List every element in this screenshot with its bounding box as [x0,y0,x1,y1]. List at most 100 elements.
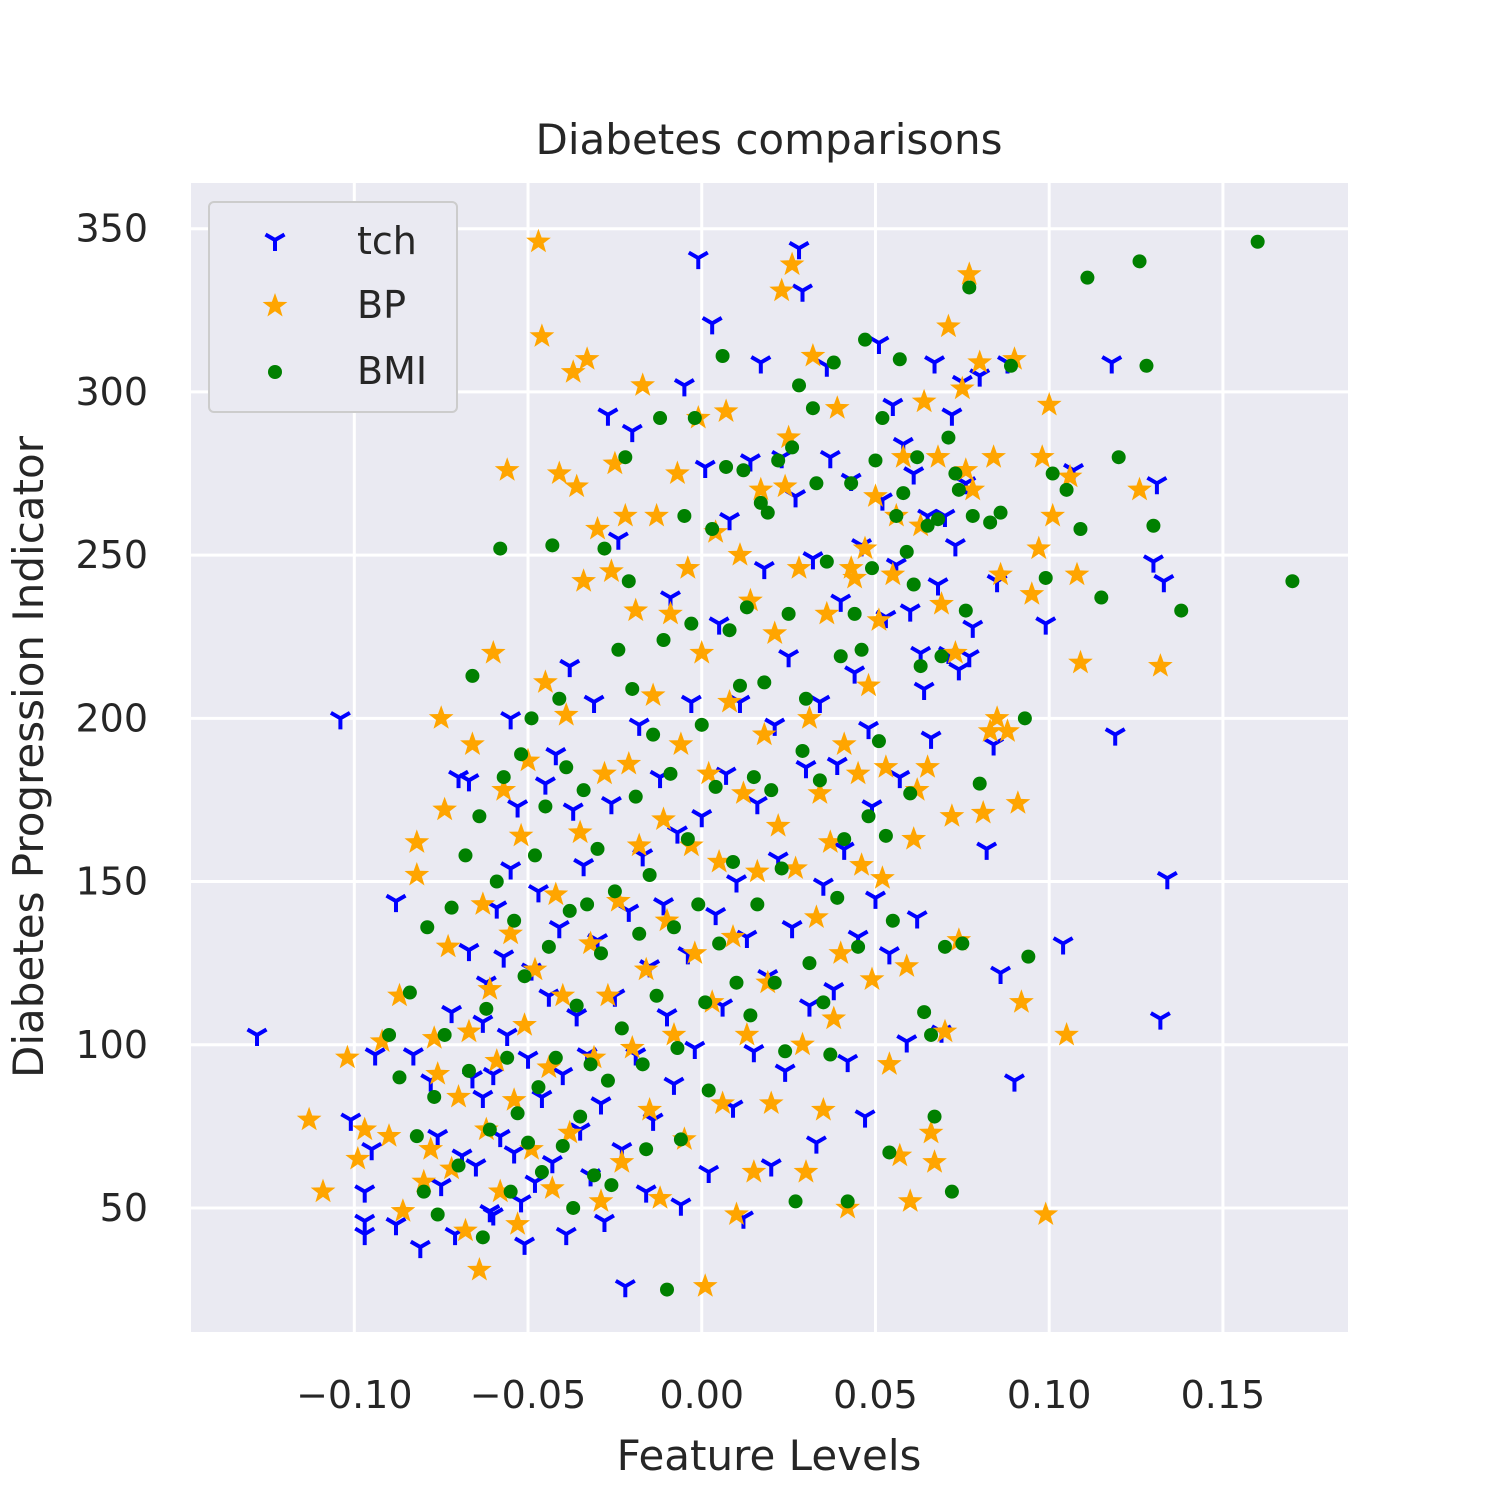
point-bmi [750,897,765,912]
point-bmi [722,623,737,638]
point-bp [981,444,1006,468]
point-tch [1052,936,1074,955]
x-tick-label: −0.10 [296,1373,412,1417]
point-bmi [715,349,730,364]
point-bp [953,457,979,481]
point-bp [1057,463,1083,488]
point-bmi [705,522,720,537]
point-tch [990,965,1012,984]
point-bp [1002,346,1027,370]
point-tch [593,1213,615,1233]
point-tch [503,1145,525,1164]
point-bp [599,558,624,582]
point-tch [472,1014,494,1033]
point-bp [821,1005,847,1030]
point-bmi [666,920,681,935]
point-bp [644,502,669,527]
point-bmi [739,600,754,615]
point-bmi [802,956,817,971]
point-tch [656,1008,678,1027]
point-bmi [562,903,577,918]
point-bmi [1080,270,1095,285]
point-bmi [851,939,866,954]
point-bmi [861,809,876,824]
point-bp [786,555,812,579]
point-bp [710,1090,735,1114]
point-tch [792,283,814,302]
point-bmi [871,734,886,749]
point-bp [894,953,920,977]
point-bmi [573,1109,588,1124]
point-bmi [653,411,668,426]
point-bp [1019,581,1045,605]
y-tick-label: 150 [75,860,148,904]
point-bp [522,956,548,981]
point-tch [698,1164,720,1184]
point-bmi [792,378,807,393]
point-bp [369,1028,395,1052]
point-tch [430,1177,452,1197]
point-tch [962,619,984,638]
point-bp [467,1257,492,1281]
point-bmi [566,1200,581,1215]
point-bmi [785,440,800,455]
point-tch [920,730,942,749]
point-tch [628,717,650,736]
point-bp [453,1217,478,1242]
point-bp [984,705,1010,729]
point-bmi [764,783,779,798]
point-tch [753,560,775,580]
point-bp [755,969,781,994]
point-bp [866,607,892,631]
point-bp [918,1119,944,1144]
point-tch [441,1004,463,1024]
point-bmi [663,766,678,781]
point-bp [647,1185,673,1209]
point-bp [887,1142,913,1167]
point-bmi [430,1207,445,1222]
point-bp [706,849,732,873]
point-bmi [965,508,980,523]
point-bp [758,1090,784,1114]
point-bp [512,1012,537,1036]
point-bp [612,502,638,527]
point-bmi [958,603,973,618]
point-tch [361,1141,383,1161]
point-bp [925,444,951,468]
point-bp [581,1044,607,1069]
point-bmi [917,1005,932,1020]
point-bmi [1285,574,1300,589]
point-bp [1009,989,1034,1013]
point-tch [507,799,529,818]
point-tch [597,407,619,426]
point-bmi [812,773,827,788]
point-bp [310,1178,336,1203]
point-bmi [934,649,949,664]
point-bmi [882,1145,897,1160]
point-bmi [798,691,813,706]
point-tch [614,1279,636,1298]
point-bmi [510,1106,525,1121]
point-bmi [402,985,417,1000]
legend-label-bmi: BMI [357,349,427,393]
point-bp [880,561,906,586]
point-bp [404,829,430,853]
point-bmi [673,1132,688,1147]
point-bp [296,1106,322,1131]
point-bp [828,940,854,964]
point-bmi [507,913,522,928]
point-bmi [889,508,904,523]
point-tch [805,1135,827,1154]
point-tch [500,861,522,880]
point-bp [560,359,586,383]
point-bmi [830,890,845,905]
x-axis-title: Feature Levels [617,1431,922,1480]
point-bmi [531,1080,546,1095]
point-tch [795,760,817,779]
point-tch [1146,476,1168,495]
point-bp [376,1123,402,1147]
point-bmi [854,642,869,657]
point-bp [995,718,1020,742]
point-bp [526,228,551,253]
point-bp [640,682,666,706]
